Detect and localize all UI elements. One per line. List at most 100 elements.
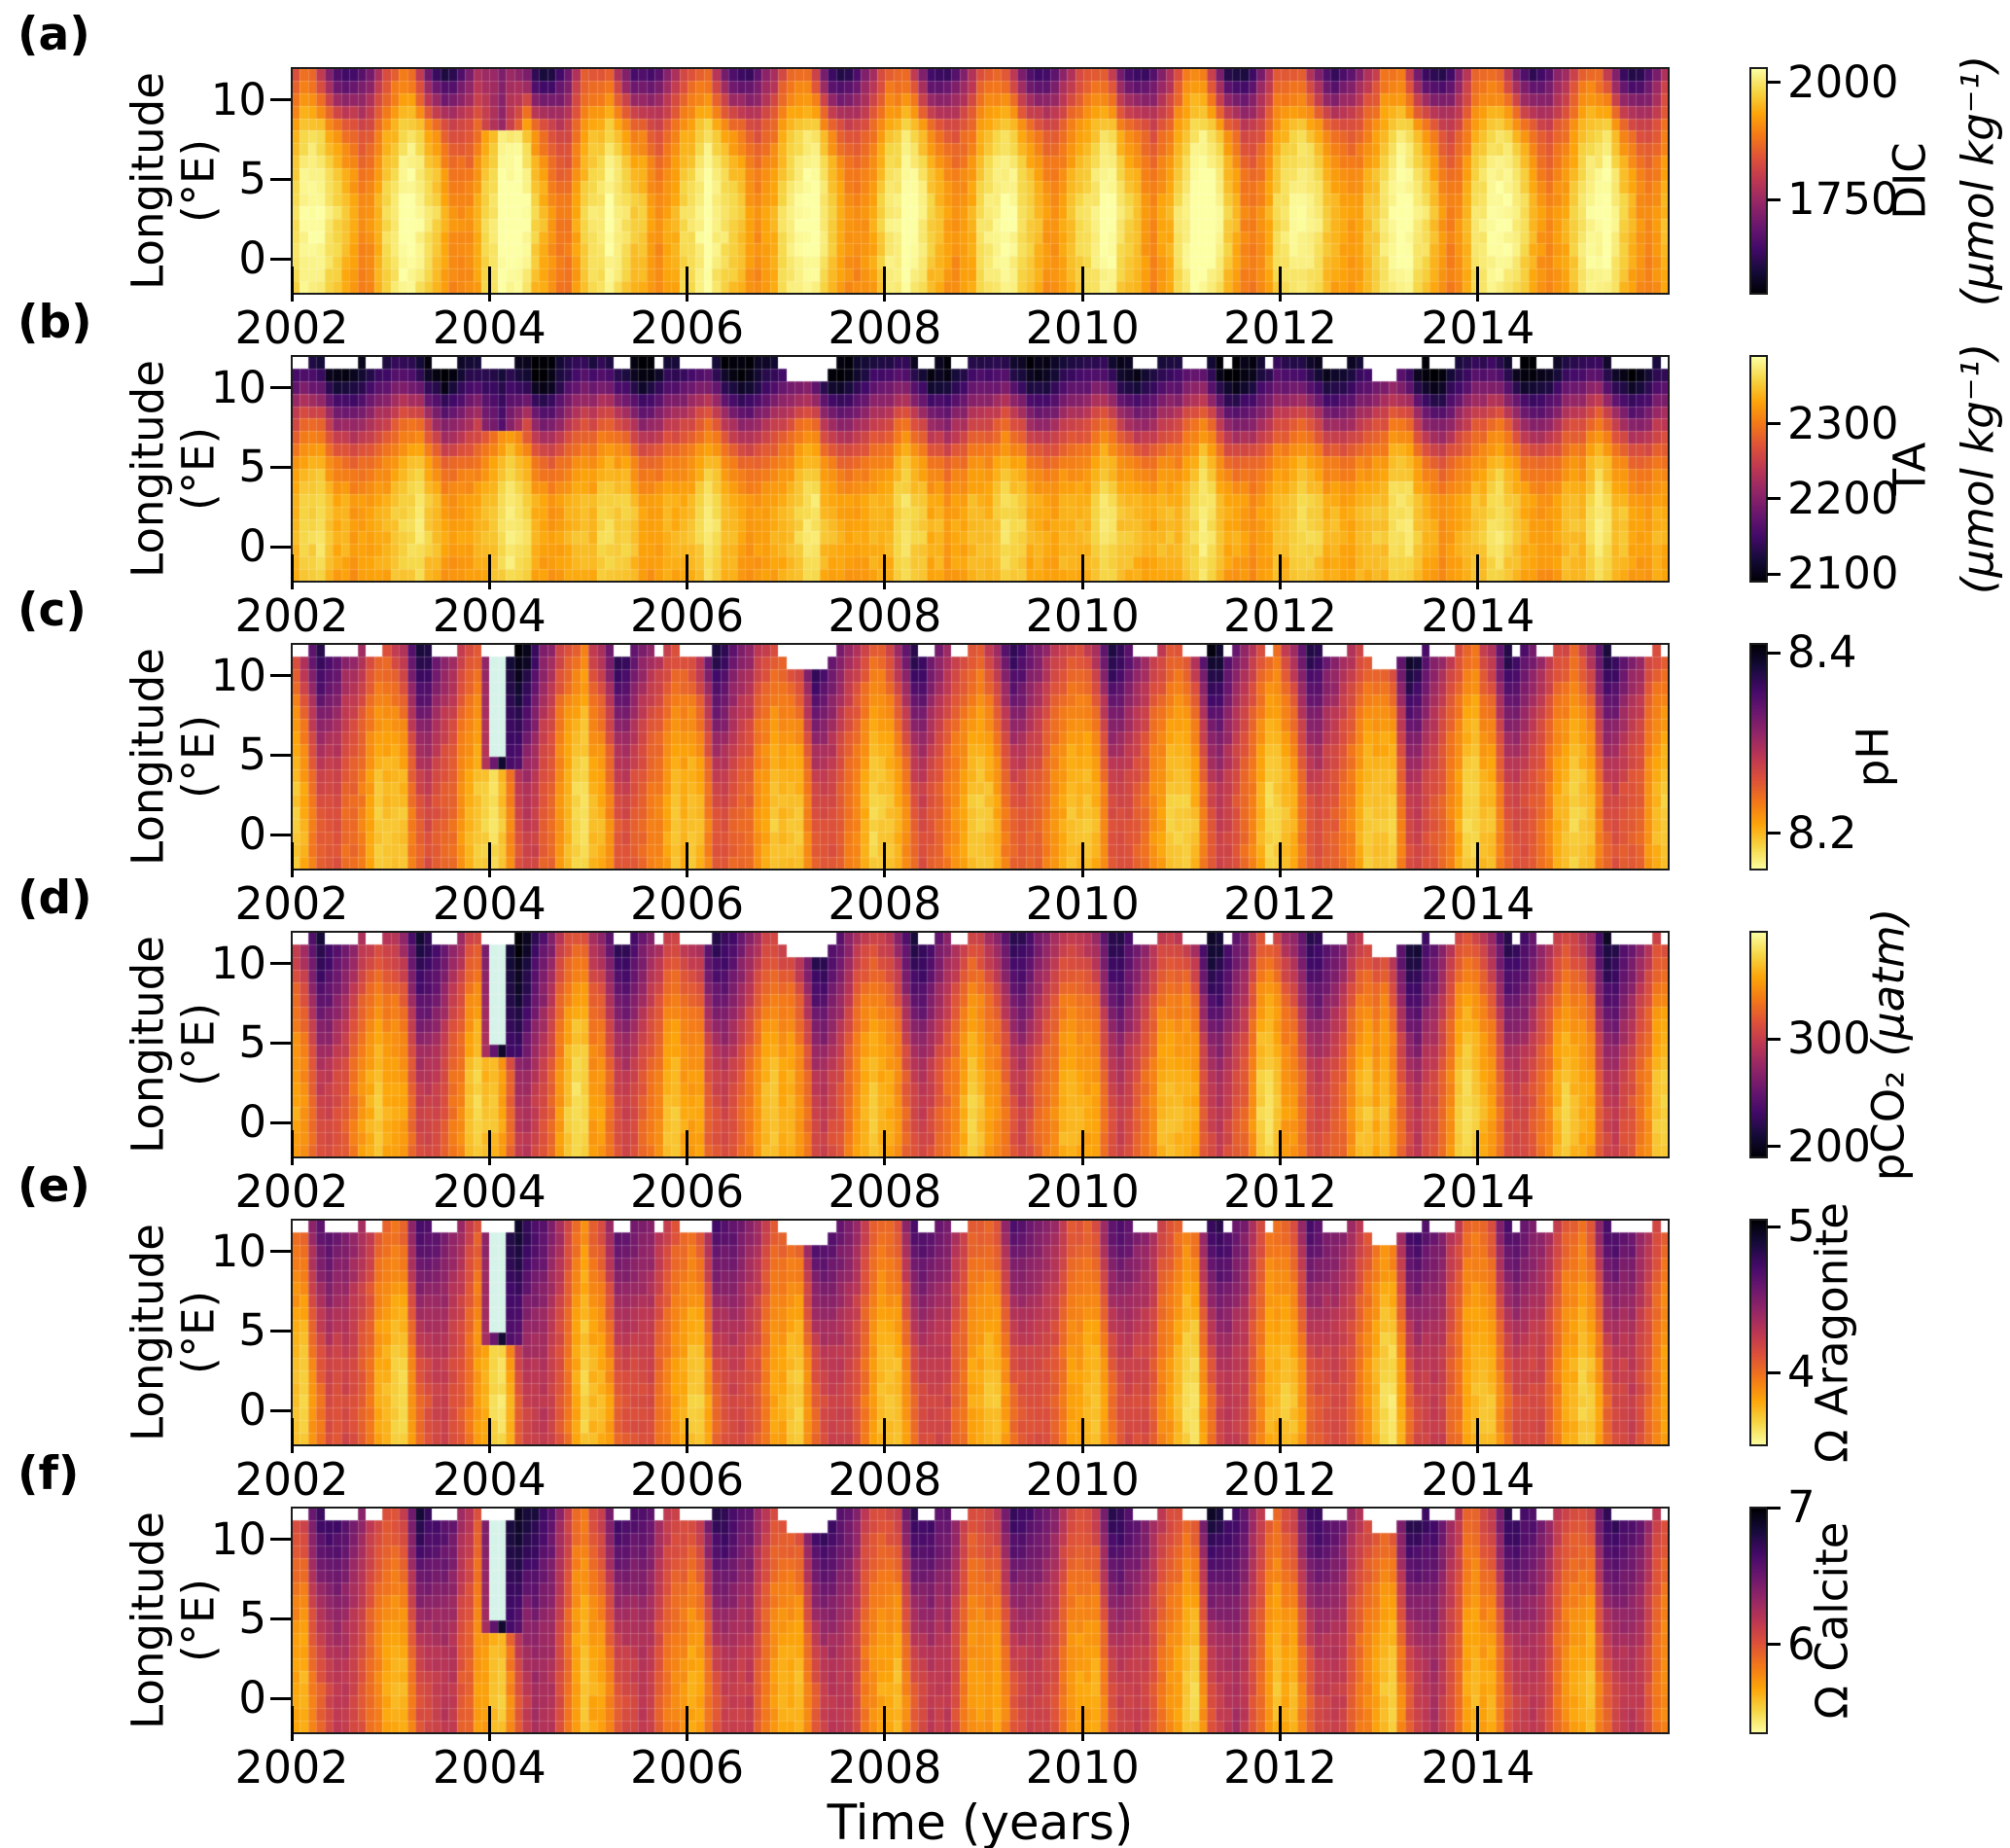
colorbar-tick-label: 300 [1787,1013,1871,1065]
x-tick-mark [686,1706,689,1741]
colorbar-tick-mark [1767,1225,1781,1228]
colorbar-tick-mark [1767,197,1781,201]
x-tick-label: 2004 [432,1453,547,1506]
x-tick-mark [883,554,887,589]
colorbar-tick-mark [1767,81,1781,84]
y-tick-label: 5 [238,1016,266,1069]
x-axis-title: Time (years) [827,1795,1134,1848]
y-tick-label: 0 [238,1384,266,1437]
colorbar-tick-mark [1767,651,1781,655]
x-tick-mark [1080,554,1084,589]
x-tick-label: 2010 [1025,1453,1140,1506]
x-tick-mark [1080,1130,1084,1165]
heatmap-c-ph [292,644,1669,870]
x-tick-mark [1080,1418,1084,1453]
colorbar-tick-mark [1767,422,1781,426]
y-tick-label: 5 [238,441,266,493]
x-tick-mark [487,1130,491,1165]
colorbar-label-a: DIC [1884,142,1936,220]
x-tick-label: 2008 [828,302,942,354]
x-tick-label: 2008 [828,1741,942,1794]
x-tick-mark [1080,1706,1084,1741]
x-tick-label: 2014 [1421,1741,1535,1794]
x-tick-label: 2002 [234,589,349,642]
x-tick-mark [883,1706,887,1741]
panel-letter-e: (e) [18,1159,90,1213]
colorbar-tick-mark [1767,572,1781,576]
y-tick-label: 5 [238,729,266,781]
x-tick-label: 2002 [234,1165,349,1218]
colorbar-a [1750,68,1767,294]
y-tick-label: 0 [238,232,266,285]
heatmap-d-pco2 [292,932,1669,1157]
colorbar-tick-label: 8.2 [1787,806,1857,859]
x-tick-mark [487,554,491,589]
colorbar-tick-mark [1767,1370,1781,1374]
y-tick-label: 0 [238,1096,266,1149]
x-tick-mark [883,842,887,877]
x-tick-label: 2002 [234,1453,349,1506]
colorbar-tick-mark [1767,1643,1781,1647]
x-tick-label: 2010 [1025,1741,1140,1794]
y-tick-label: 0 [238,808,266,861]
colorbar-tick-label: 8.4 [1787,626,1857,679]
x-tick-mark [290,267,294,302]
colorbar-b [1750,356,1767,582]
colorbar-label-text: pCO₂ [1862,1056,1915,1182]
heatmap-a-dic [292,68,1669,294]
x-tick-mark [1279,267,1282,302]
x-tick-label: 2010 [1025,302,1140,354]
colorbar-tick-mark [1767,1145,1781,1149]
y-axis-label: Longitude [122,360,174,578]
x-tick-label: 2004 [432,877,547,930]
x-tick-label: 2006 [630,877,745,930]
x-tick-label: 2012 [1222,589,1338,642]
x-tick-mark [686,1130,689,1165]
x-tick-label: 2014 [1421,589,1535,642]
x-tick-mark [883,1418,887,1453]
x-tick-mark [1080,267,1084,302]
y-tick-label: 10 [210,1512,266,1565]
x-tick-label: 2006 [630,1741,745,1794]
x-tick-label: 2008 [828,589,942,642]
x-tick-mark [686,267,689,302]
x-tick-label: 2014 [1421,302,1535,354]
y-tick-label: 0 [238,520,266,573]
x-tick-mark [290,1130,294,1165]
y-axis-label: Longitude [122,936,174,1154]
x-tick-mark [1279,1130,1282,1165]
colorbar-label-e: Ω Aragonite [1806,1201,1858,1464]
panel-letter-b: (b) [18,296,92,349]
y-tick-label: 10 [210,937,266,989]
colorbar-tick-label: 4 [1787,1346,1816,1399]
colorbar-label-d: pCO₂ (μatm) [1863,908,1915,1182]
x-tick-label: 2004 [432,302,547,354]
x-tick-mark [487,842,491,877]
x-tick-label: 2002 [234,1741,349,1794]
x-tick-label: 2006 [630,1165,745,1218]
x-tick-label: 2008 [828,877,942,930]
colorbar-tick-label: 2200 [1787,472,1899,524]
x-tick-mark [487,1418,491,1453]
colorbar-tick-label: 2100 [1787,548,1899,600]
x-tick-mark [1476,267,1480,302]
colorbar-tick-label: 7 [1787,1481,1816,1533]
y-tick-label: 10 [210,1225,266,1277]
x-tick-mark [1279,554,1282,589]
x-tick-label: 2014 [1421,1453,1535,1506]
x-tick-mark [290,842,294,877]
x-tick-mark [1476,842,1480,877]
x-tick-mark [1476,1418,1480,1453]
x-tick-mark [883,267,887,302]
colorbar-tick-label: 5 [1787,1200,1816,1253]
x-tick-label: 2004 [432,1741,547,1794]
x-tick-mark [290,1418,294,1453]
panel-letter-d: (d) [18,871,92,925]
x-tick-mark [1279,842,1282,877]
x-tick-mark [1476,554,1480,589]
x-tick-label: 2010 [1025,589,1140,642]
colorbar-units-b: (μmol kg⁻¹) [1952,342,2004,595]
x-tick-label: 2002 [234,302,349,354]
y-axis-label: Longitude [122,648,174,866]
